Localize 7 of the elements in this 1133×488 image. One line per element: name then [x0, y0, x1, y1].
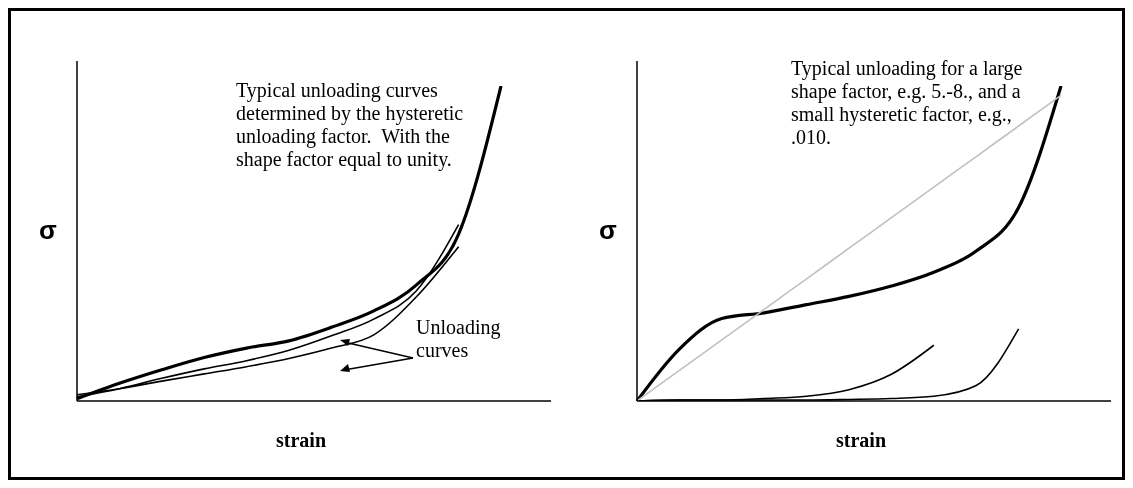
annotation: Typical unloading curves determined by the hysteretic unloading factor. With the shape factor equal to unity. [236, 79, 465, 171]
y-axis-title: σ [599, 214, 617, 246]
y-axis-title: σ [39, 214, 57, 246]
annotation: Typical unloading for a large shape factor, e.g. 5.-8., and a small hysteretic factor, e.g., .010. [791, 57, 1024, 149]
annotation: Unloading curves [416, 316, 502, 362]
x-axis-title: strain [835, 429, 887, 452]
x-axis-title: strain [275, 429, 327, 452]
